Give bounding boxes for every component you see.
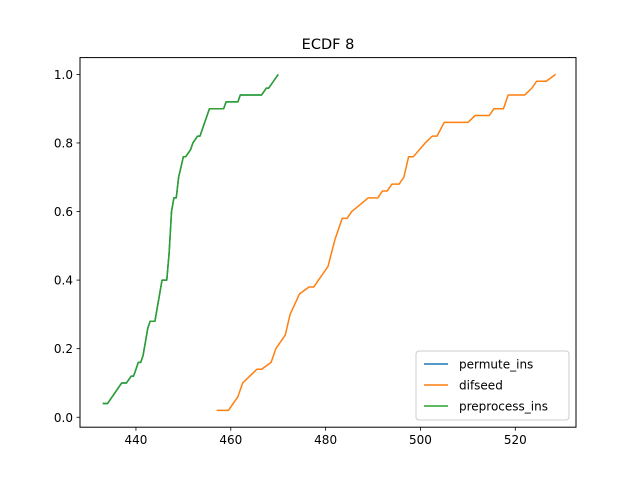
x-tick-label: 520 [504, 433, 527, 447]
y-axis: 0.0 0.2 0.4 0.6 0.8 1.0 [54, 68, 80, 425]
series-line-difseed [216, 73, 557, 412]
series-layer [102, 73, 557, 412]
y-tick-label: 0.8 [54, 136, 73, 150]
series-line-preprocess-ins [102, 73, 279, 405]
y-tick-label: 0.6 [54, 205, 73, 219]
x-tick-label: 440 [125, 433, 148, 447]
x-tick-label: 480 [314, 433, 337, 447]
x-axis: 440 460 480 500 520 [125, 427, 527, 447]
plot-frame [79, 57, 577, 428]
legend-label: permute_ins [459, 358, 533, 372]
y-tick-label: 0.2 [54, 342, 73, 356]
y-tick-label: 0.4 [54, 274, 73, 288]
legend-box [415, 350, 570, 421]
legend-label: preprocess_ins [459, 400, 548, 414]
y-tick-label: 0.0 [54, 411, 73, 425]
x-tick-label: 500 [409, 433, 432, 447]
chart-title: ECDF 8 [302, 37, 355, 53]
y-tick-label: 1.0 [54, 68, 73, 82]
legend-label: difseed [459, 379, 503, 393]
x-tick-label: 460 [219, 433, 242, 447]
